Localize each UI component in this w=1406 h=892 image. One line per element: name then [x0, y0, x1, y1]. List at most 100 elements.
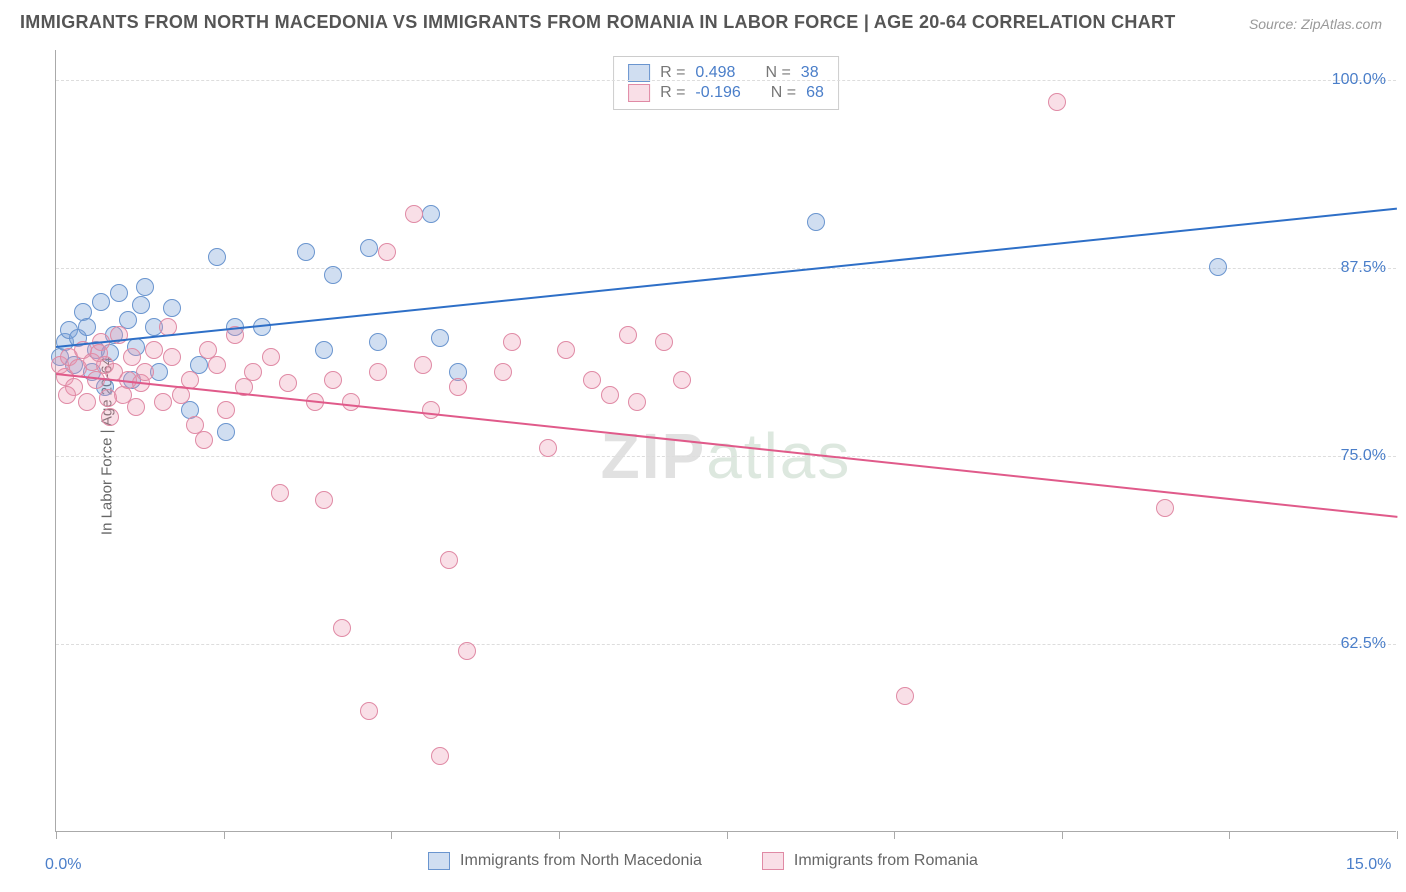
trend-line: [56, 373, 1397, 518]
scatter-point: [494, 363, 512, 381]
source-label: Source: ZipAtlas.com: [1249, 16, 1382, 32]
scatter-point: [431, 747, 449, 765]
scatter-point: [154, 393, 172, 411]
x-tick-right: 15.0%: [1346, 856, 1391, 874]
scatter-point: [163, 299, 181, 317]
scatter-point: [101, 408, 119, 426]
scatter-point: [279, 374, 297, 392]
gridline: [56, 80, 1396, 81]
scatter-point: [110, 284, 128, 302]
scatter-point: [628, 393, 646, 411]
scatter-point: [99, 389, 117, 407]
scatter-point: [324, 266, 342, 284]
legend-stats: R = 0.498 N = 38 R = -0.196 N = 68: [613, 56, 839, 110]
gridline: [56, 456, 1396, 457]
scatter-point: [422, 401, 440, 419]
scatter-point: [217, 423, 235, 441]
scatter-point: [369, 333, 387, 351]
scatter-point: [78, 318, 96, 336]
scatter-point: [136, 363, 154, 381]
scatter-point: [244, 363, 262, 381]
r-label: R =: [660, 84, 685, 102]
scatter-point: [1048, 93, 1066, 111]
scatter-point: [360, 239, 378, 257]
scatter-point: [208, 356, 226, 374]
scatter-point: [132, 296, 150, 314]
plot-area: ZIPatlas R = 0.498 N = 38 R = -0.196 N =…: [55, 50, 1396, 832]
scatter-point: [807, 213, 825, 231]
scatter-point: [90, 344, 108, 362]
scatter-point: [503, 333, 521, 351]
scatter-point: [123, 348, 141, 366]
x-tick: [1229, 831, 1230, 839]
y-tick-label: 87.5%: [1341, 259, 1386, 277]
scatter-point: [557, 341, 575, 359]
n-label: N =: [771, 84, 796, 102]
scatter-point: [360, 702, 378, 720]
scatter-point: [619, 326, 637, 344]
scatter-point: [297, 243, 315, 261]
scatter-point: [127, 398, 145, 416]
scatter-point: [163, 348, 181, 366]
scatter-point: [601, 386, 619, 404]
swatch-icon: [762, 852, 784, 870]
legend-row: R = -0.196 N = 68: [628, 83, 824, 103]
scatter-point: [208, 248, 226, 266]
scatter-point: [449, 378, 467, 396]
series-name: Immigrants from North Macedonia: [460, 852, 702, 870]
scatter-point: [1209, 258, 1227, 276]
scatter-point: [369, 363, 387, 381]
legend-item: Immigrants from Romania: [762, 852, 978, 870]
scatter-point: [217, 401, 235, 419]
x-tick: [559, 831, 560, 839]
series-name: Immigrants from Romania: [794, 852, 978, 870]
scatter-point: [422, 205, 440, 223]
scatter-point: [58, 386, 76, 404]
scatter-point: [136, 278, 154, 296]
scatter-point: [342, 393, 360, 411]
x-tick: [1062, 831, 1063, 839]
r-value: -0.196: [695, 84, 740, 102]
scatter-point: [539, 439, 557, 457]
scatter-point: [458, 642, 476, 660]
x-tick-left: 0.0%: [45, 856, 81, 874]
scatter-point: [655, 333, 673, 351]
chart-title: IMMIGRANTS FROM NORTH MACEDONIA VS IMMIG…: [20, 12, 1176, 33]
scatter-point: [324, 371, 342, 389]
y-tick-label: 75.0%: [1341, 447, 1386, 465]
scatter-point: [271, 484, 289, 502]
x-tick: [894, 831, 895, 839]
scatter-point: [92, 293, 110, 311]
trend-line: [56, 208, 1397, 348]
x-tick: [391, 831, 392, 839]
x-tick: [1397, 831, 1398, 839]
legend-item: Immigrants from North Macedonia: [428, 852, 702, 870]
y-tick-label: 62.5%: [1341, 635, 1386, 653]
scatter-point: [414, 356, 432, 374]
y-tick-label: 100.0%: [1332, 71, 1386, 89]
legend-series: Immigrants from North Macedonia Immigran…: [0, 852, 1406, 870]
scatter-point: [440, 551, 458, 569]
x-tick: [224, 831, 225, 839]
scatter-point: [405, 205, 423, 223]
scatter-point: [431, 329, 449, 347]
scatter-point: [195, 431, 213, 449]
swatch-icon: [628, 84, 650, 102]
n-value: 68: [806, 84, 824, 102]
scatter-point: [315, 491, 333, 509]
scatter-point: [1156, 499, 1174, 517]
gridline: [56, 268, 1396, 269]
swatch-icon: [428, 852, 450, 870]
x-tick: [56, 831, 57, 839]
scatter-point: [378, 243, 396, 261]
scatter-point: [262, 348, 280, 366]
scatter-point: [333, 619, 351, 637]
scatter-point: [315, 341, 333, 359]
scatter-point: [583, 371, 601, 389]
scatter-point: [78, 393, 96, 411]
scatter-point: [145, 341, 163, 359]
x-tick: [727, 831, 728, 839]
gridline: [56, 644, 1396, 645]
scatter-point: [896, 687, 914, 705]
scatter-point: [673, 371, 691, 389]
